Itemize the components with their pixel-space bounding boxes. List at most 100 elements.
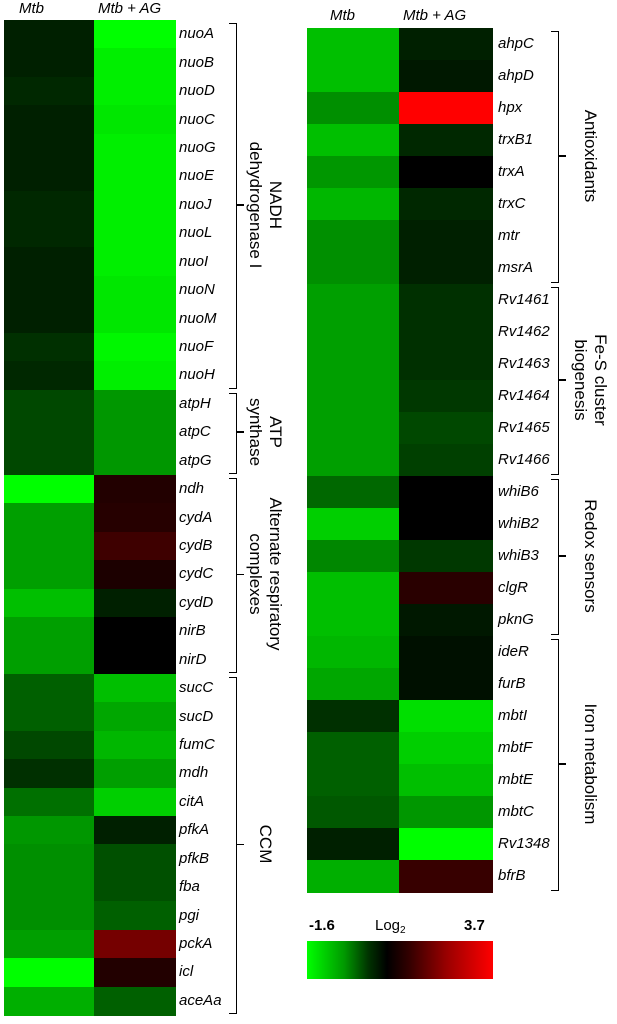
heatmap-cell-nuol-mtb xyxy=(4,219,94,249)
legend-max-label: 3.7 xyxy=(464,917,485,934)
group-brace-1 xyxy=(229,23,237,389)
gene-label-nird: nirD xyxy=(179,650,207,668)
gene-label-nuog: nuoG xyxy=(179,138,216,156)
gene-label-cydb: cydB xyxy=(179,536,213,554)
gene-label-mdh: mdh xyxy=(179,764,209,782)
gene-label-trxb1: trxB1 xyxy=(498,131,534,148)
gene-label-furb: furB xyxy=(498,675,526,692)
gene-label-pfkb: pfkB xyxy=(179,849,210,867)
group-label-antioxidants: Antioxidants xyxy=(580,110,600,203)
heatmap-cell-nuoa-mtb xyxy=(4,20,94,50)
heatmap-cell-mdh-mtb xyxy=(4,759,94,789)
group-label-alternate-respiratory-complexes: Alternate respiratory complexes xyxy=(245,498,285,651)
heatmap-cell-icl-mtb xyxy=(4,958,94,988)
heatmap-cell-atph-mtb-ag xyxy=(94,389,176,419)
group-label-line: Redox sensors xyxy=(581,499,600,613)
gene-label-nuol: nuoL xyxy=(179,224,213,242)
gene-label-pfka: pfkA xyxy=(179,821,210,839)
heatmap-cell-nuoi-mtb-ag xyxy=(94,247,176,277)
group-label-line: Alternate respiratory xyxy=(266,497,285,651)
heatmap-cell-nuob-mtb xyxy=(4,48,94,78)
group-brace-tick-3 xyxy=(559,555,566,557)
group-brace-tick-4 xyxy=(237,843,244,846)
heatmap-cell-rv1462-mtb xyxy=(307,316,399,349)
gene-label-nuof: nuoF xyxy=(179,337,214,355)
gene-label-sucd: sucD xyxy=(179,707,214,725)
heatmap-cell-clgr-mtb xyxy=(307,572,399,605)
group-label-line: biogenesis xyxy=(571,339,590,421)
heatmap-cell-nuoc-mtb xyxy=(4,105,94,135)
gene-label-mbti: mbtI xyxy=(498,707,528,724)
group-brace-3 xyxy=(229,477,237,673)
heatmap-cell-mbte-mtb-ag xyxy=(399,764,493,797)
heatmap-cell-whib3-mtb-ag xyxy=(399,540,493,573)
heatmap-cell-atph-mtb xyxy=(4,389,94,419)
heatmap-cell-bfrb-mtb xyxy=(307,860,399,893)
heatmap-cell-nuob-mtb-ag xyxy=(94,48,176,78)
heatmap-cell-atpc-mtb-ag xyxy=(94,418,176,448)
group-brace-3 xyxy=(551,479,559,635)
heatmap-cell-nuof-mtb xyxy=(4,332,94,362)
heatmap-cell-ahpc-mtb-ag xyxy=(399,28,493,61)
group-label-line: Iron metabolism xyxy=(581,703,600,825)
group-brace-tick-4 xyxy=(559,763,566,765)
legend-min-label: -1.6 xyxy=(309,917,335,934)
group-label-line: ATP xyxy=(266,416,285,449)
gene-label-succ: sucC xyxy=(179,679,214,697)
heatmap-cell-hpx-mtb xyxy=(307,92,399,125)
group-label-redox-sensors: Redox sensors xyxy=(580,499,600,612)
heatmap-cell-mtr-mtb xyxy=(307,220,399,253)
heatmap-cell-mbtc-mtb xyxy=(307,796,399,829)
heatmap-cell-rv1464-mtb-ag xyxy=(399,380,493,413)
gene-label-bfrb: bfrB xyxy=(498,867,526,884)
right-col-header-mtb-ag: Mtb + AG xyxy=(403,7,467,24)
gene-label-mbtc: mbtC xyxy=(498,803,534,820)
heatmap-cell-trxb1-mtb-ag xyxy=(399,124,493,157)
heatmap-cell-ahpc-mtb xyxy=(307,28,399,61)
gene-label-atph: atpH xyxy=(179,394,211,412)
heatmap-cell-nuoe-mtb xyxy=(4,162,94,192)
heatmap-cell-nuoh-mtb xyxy=(4,361,94,391)
heatmap-cell-cydc-mtb-ag xyxy=(94,560,176,590)
heatmap-cell-ider-mtb xyxy=(307,636,399,669)
heatmap-cell-cyda-mtb-ag xyxy=(94,503,176,533)
group-brace-4 xyxy=(229,676,237,1015)
left-col-header-mtb-ag: Mtb + AG xyxy=(98,0,162,17)
heatmap-cell-pfkb-mtb-ag xyxy=(94,844,176,874)
gene-label-whib6: whiB6 xyxy=(498,483,539,500)
heatmap-cell-fumc-mtb-ag xyxy=(94,730,176,760)
group-brace-2 xyxy=(551,287,559,475)
heatmap-cell-whib3-mtb xyxy=(307,540,399,573)
heatmap-cell-fba-mtb xyxy=(4,872,94,902)
heatmap-cell-nuog-mtb-ag xyxy=(94,133,176,163)
gene-label-nirb: nirB xyxy=(179,622,206,640)
heatmap-cell-clgr-mtb-ag xyxy=(399,572,493,605)
right-col-header-mtb: Mtb xyxy=(330,7,356,24)
heatmap-cell-hpx-mtb-ag xyxy=(399,92,493,125)
heatmap-cell-cydb-mtb-ag xyxy=(94,531,176,561)
heatmap-cell-ahpd-mtb-ag xyxy=(399,60,493,93)
heatmap-cell-whib6-mtb xyxy=(307,476,399,509)
group-label-line: synthase xyxy=(246,398,265,467)
heatmap-cell-pfka-mtb xyxy=(4,816,94,846)
heatmap-cell-cita-mtb-ag xyxy=(94,787,176,817)
heatmap-cell-nuoi-mtb xyxy=(4,247,94,277)
heatmap-cell-rv1462-mtb-ag xyxy=(399,316,493,349)
heatmap-cell-cydd-mtb xyxy=(4,588,94,618)
gene-label-cita: citA xyxy=(179,792,205,810)
gene-label-ndh: ndh xyxy=(179,480,205,498)
heatmap-cell-nuod-mtb-ag xyxy=(94,76,176,106)
heatmap-cell-ahpd-mtb xyxy=(307,60,399,93)
heatmap-cell-sucd-mtb-ag xyxy=(94,702,176,732)
heatmap-cell-succ-mtb xyxy=(4,673,94,703)
gene-label-nuoj: nuoJ xyxy=(179,195,212,213)
heatmap-cell-mbte-mtb xyxy=(307,764,399,797)
heatmap-cell-trxa-mtb xyxy=(307,156,399,189)
heatmap-cell-mbtf-mtb-ag xyxy=(399,732,493,765)
gene-label-nuob: nuoB xyxy=(179,53,215,71)
gene-label-cydd: cydD xyxy=(179,593,214,611)
heatmap-cell-cydb-mtb xyxy=(4,531,94,561)
heatmap-cell-rv1348-mtb xyxy=(307,828,399,861)
gene-label-rv1466: Rv1466 xyxy=(498,451,550,468)
